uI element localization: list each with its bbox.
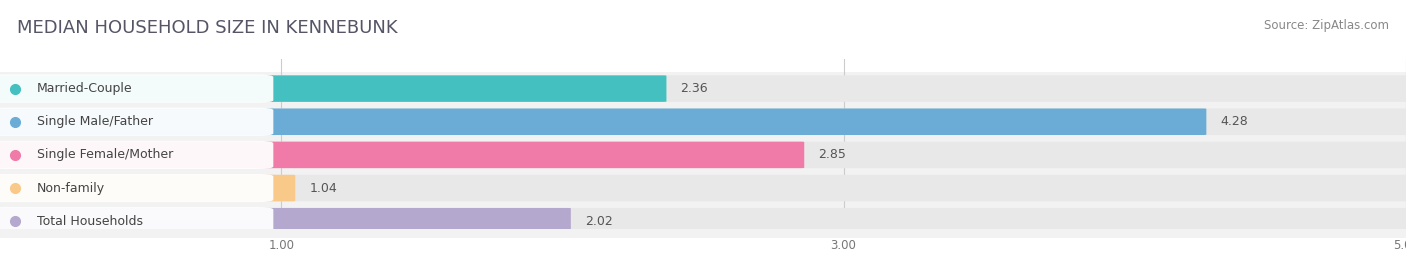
Text: 2.36: 2.36 <box>681 82 709 95</box>
FancyBboxPatch shape <box>0 75 666 102</box>
FancyBboxPatch shape <box>0 205 1406 238</box>
FancyBboxPatch shape <box>0 142 804 168</box>
Text: Total Households: Total Households <box>37 215 142 228</box>
Text: 2.85: 2.85 <box>818 148 846 161</box>
Text: Non-family: Non-family <box>37 182 104 194</box>
Text: Married-Couple: Married-Couple <box>37 82 132 95</box>
Text: Source: ZipAtlas.com: Source: ZipAtlas.com <box>1264 19 1389 32</box>
FancyBboxPatch shape <box>0 72 1406 105</box>
FancyBboxPatch shape <box>0 105 1406 138</box>
Text: Single Female/Mother: Single Female/Mother <box>37 148 173 161</box>
FancyBboxPatch shape <box>0 175 295 201</box>
FancyBboxPatch shape <box>0 208 1406 235</box>
Text: Single Male/Father: Single Male/Father <box>37 115 153 128</box>
FancyBboxPatch shape <box>0 138 1406 171</box>
FancyBboxPatch shape <box>0 108 1206 135</box>
FancyBboxPatch shape <box>0 142 1406 168</box>
FancyBboxPatch shape <box>0 75 1406 102</box>
FancyBboxPatch shape <box>0 207 273 235</box>
Text: 4.28: 4.28 <box>1220 115 1249 128</box>
FancyBboxPatch shape <box>0 208 571 235</box>
FancyBboxPatch shape <box>0 108 1406 135</box>
Text: 1.04: 1.04 <box>309 182 337 194</box>
FancyBboxPatch shape <box>0 75 273 103</box>
FancyBboxPatch shape <box>0 175 1406 201</box>
FancyBboxPatch shape <box>0 141 273 169</box>
FancyBboxPatch shape <box>0 174 273 202</box>
Text: 2.02: 2.02 <box>585 215 613 228</box>
Text: MEDIAN HOUSEHOLD SIZE IN KENNEBUNK: MEDIAN HOUSEHOLD SIZE IN KENNEBUNK <box>17 19 398 37</box>
FancyBboxPatch shape <box>0 171 1406 205</box>
FancyBboxPatch shape <box>0 108 273 136</box>
